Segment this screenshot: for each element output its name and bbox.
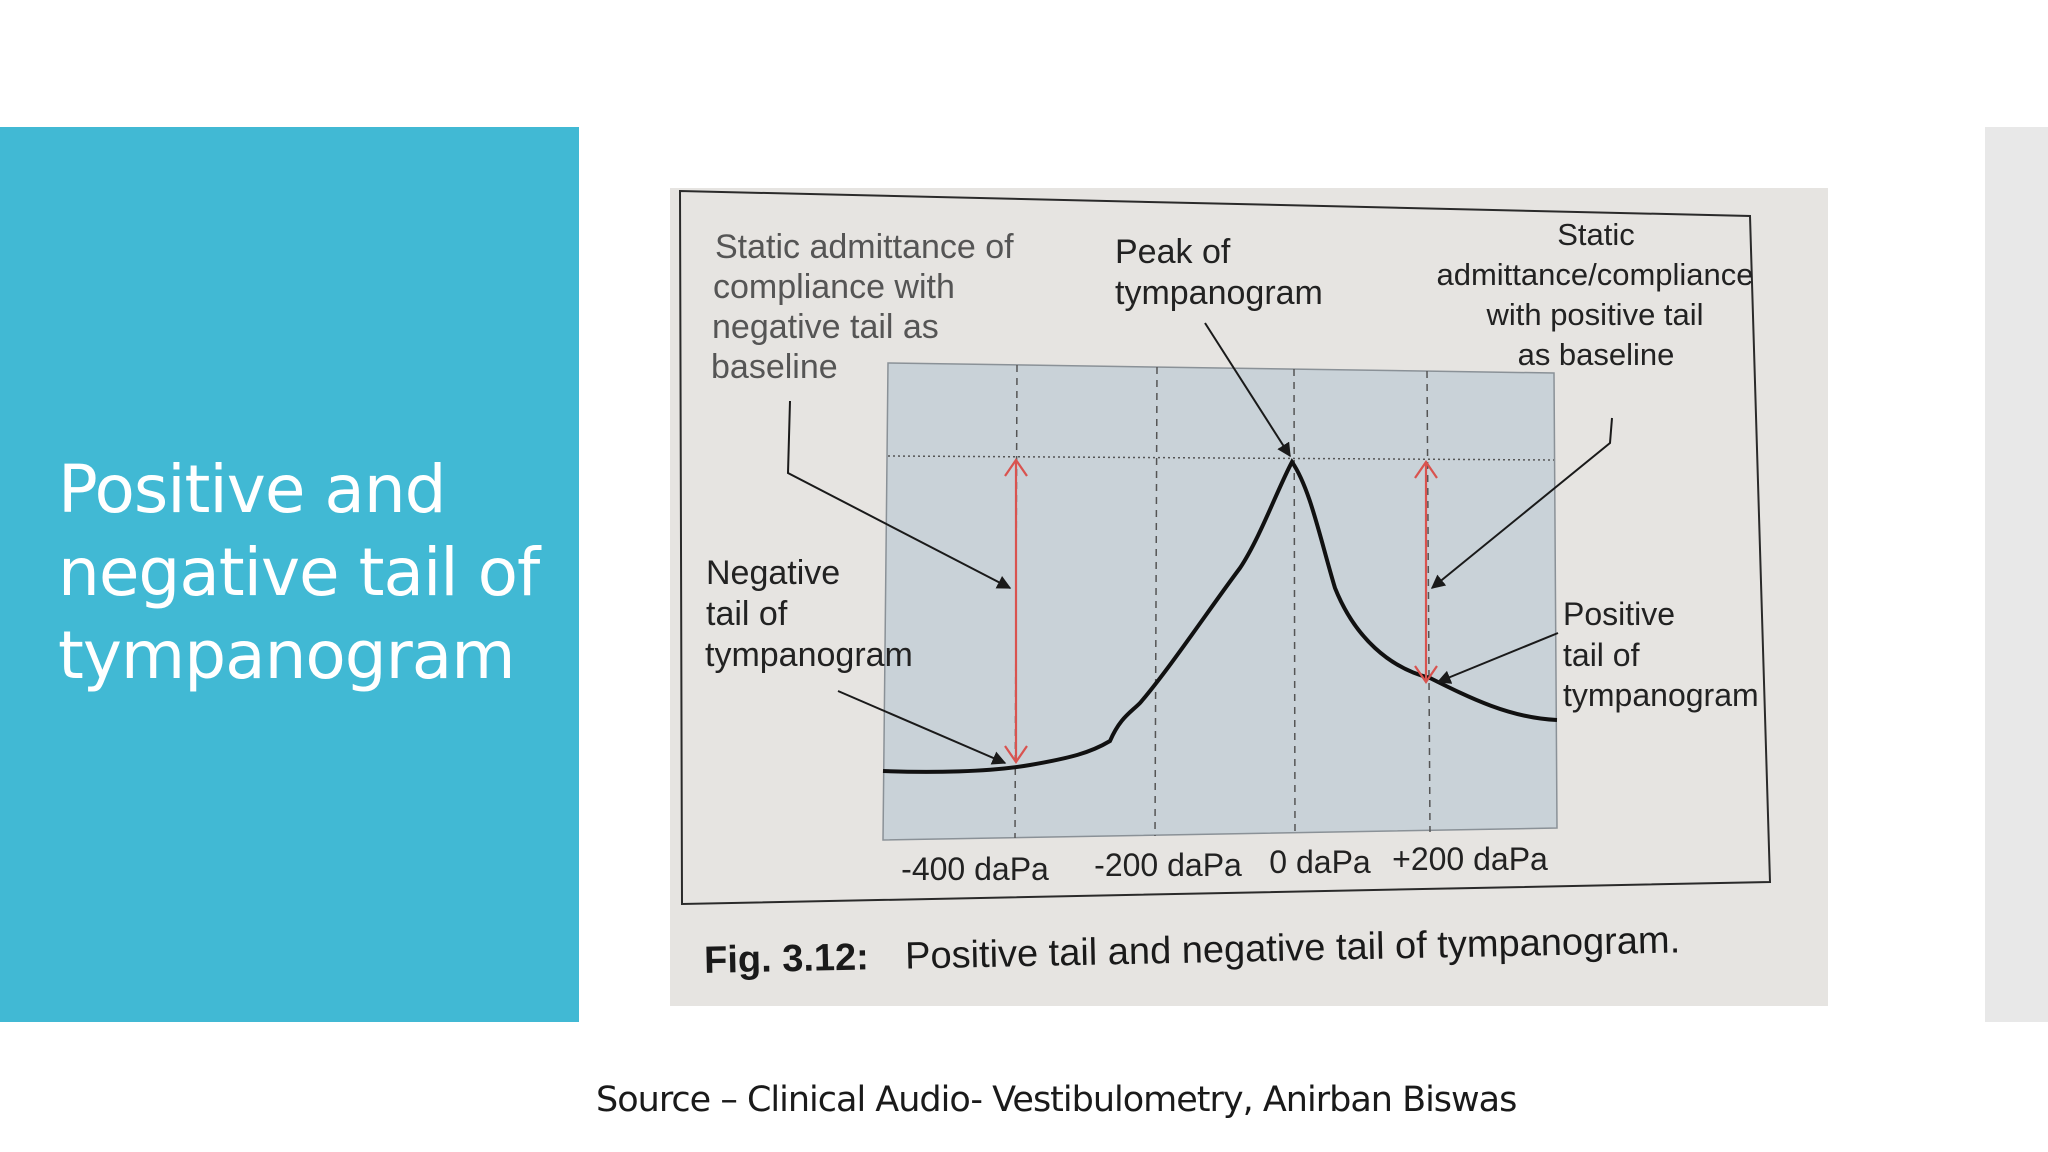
svg-text:baseline: baseline bbox=[711, 348, 838, 386]
pointer-negative-tail bbox=[837, 690, 1007, 765]
tympanogram-curve bbox=[882, 458, 1558, 774]
x-tick-label: -400 daPa bbox=[901, 851, 1049, 887]
source-citation: Source – Clinical Audio- Vestibulometry,… bbox=[596, 1080, 1517, 1120]
svg-text:compliance with: compliance with bbox=[713, 268, 955, 306]
x-axis-tick-labels: -400 daPa -200 daPa 0 daPa +200 daPa bbox=[901, 841, 1548, 887]
x-tick-label: +200 daPa bbox=[1392, 841, 1548, 877]
label-static-negative: Static admittance of compliance with neg… bbox=[711, 228, 1014, 386]
x-tick-label: -200 daPa bbox=[1094, 847, 1242, 883]
gridline-neg200 bbox=[1154, 366, 1158, 837]
svg-text:tail of: tail of bbox=[706, 595, 788, 633]
svg-text:Static admittance of: Static admittance of bbox=[715, 228, 1014, 266]
tympanogram-figure-photo: Static admittance of compliance with neg… bbox=[670, 188, 1828, 1006]
tympanogram-diagram: Static admittance of compliance with neg… bbox=[670, 188, 1828, 1006]
x-tick-label: 0 daPa bbox=[1269, 844, 1371, 880]
negative-tail-measure-arrow bbox=[1004, 458, 1028, 764]
caption-number: Fig. 3.12: bbox=[704, 936, 870, 981]
pointer-static-negative bbox=[786, 400, 1012, 589]
figure-border bbox=[678, 189, 1772, 906]
svg-text:negative tail as: negative tail as bbox=[712, 308, 939, 346]
title-line: Positive and bbox=[58, 451, 447, 528]
svg-text:tail of: tail of bbox=[1563, 637, 1640, 673]
title-line: negative tail of bbox=[58, 534, 540, 611]
pointer-static-positive bbox=[1430, 417, 1613, 589]
label-positive-tail: Positive tail of tympanogram bbox=[1563, 596, 1759, 713]
svg-text:Peak of: Peak of bbox=[1115, 233, 1231, 271]
peak-level-line bbox=[887, 455, 1555, 461]
label-static-positive: Static admittance/compliance with positi… bbox=[1436, 217, 1753, 372]
svg-text:admittance/compliance: admittance/compliance bbox=[1436, 257, 1753, 292]
svg-text:as baseline: as baseline bbox=[1518, 337, 1675, 372]
svg-text:tympanogram: tympanogram bbox=[1115, 274, 1323, 312]
title-panel bbox=[0, 127, 579, 1022]
title-line: tympanogram bbox=[58, 617, 516, 694]
svg-text:Static: Static bbox=[1557, 217, 1635, 252]
svg-text:Positive: Positive bbox=[1563, 596, 1675, 632]
svg-text:with positive tail: with positive tail bbox=[1485, 297, 1703, 332]
right-edge-strip bbox=[1985, 127, 2048, 1022]
label-peak: Peak of tympanogram bbox=[1115, 233, 1323, 312]
svg-text:tympanogram: tympanogram bbox=[1563, 677, 1759, 713]
positive-tail-measure-arrow bbox=[1414, 460, 1438, 684]
slide-title: Positive and negative tail of tympanogra… bbox=[58, 448, 558, 697]
pointer-positive-tail bbox=[1436, 632, 1559, 684]
pointer-peak bbox=[1204, 322, 1291, 458]
svg-text:tympanogram: tympanogram bbox=[705, 636, 913, 674]
label-negative-tail: Negative tail of tympanogram bbox=[705, 554, 913, 674]
svg-text:Negative: Negative bbox=[706, 554, 840, 592]
plot-area bbox=[882, 362, 1558, 841]
